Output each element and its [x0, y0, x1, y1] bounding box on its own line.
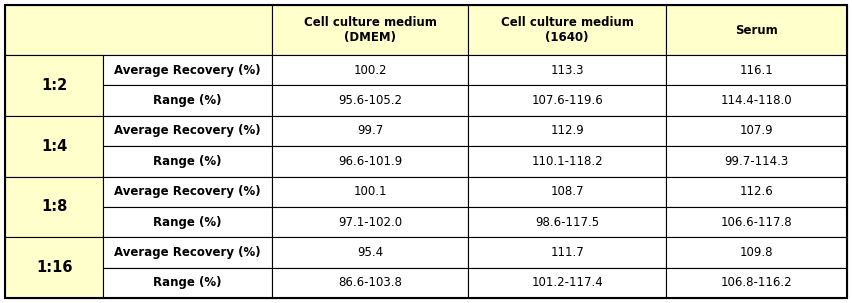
Bar: [5, 55, 103, 116]
Bar: [272, 116, 469, 146]
Text: 1:4: 1:4: [41, 139, 67, 154]
Bar: [103, 146, 272, 177]
Text: 116.1: 116.1: [740, 64, 774, 77]
Text: 106.8-116.2: 106.8-116.2: [721, 276, 792, 289]
Text: 110.1-118.2: 110.1-118.2: [532, 155, 603, 168]
Bar: [272, 5, 469, 55]
Text: Range (%): Range (%): [153, 155, 222, 168]
Bar: [272, 207, 469, 237]
Text: Average Recovery (%): Average Recovery (%): [114, 246, 261, 259]
Text: 101.2-117.4: 101.2-117.4: [532, 276, 603, 289]
Bar: [666, 55, 847, 85]
Text: 86.6-103.8: 86.6-103.8: [338, 276, 402, 289]
Text: 112.9: 112.9: [550, 125, 584, 138]
Text: 107.6-119.6: 107.6-119.6: [532, 94, 603, 107]
Text: Range (%): Range (%): [153, 276, 222, 289]
Text: Average Recovery (%): Average Recovery (%): [114, 125, 261, 138]
Bar: [272, 177, 469, 207]
Text: 112.6: 112.6: [740, 185, 774, 198]
Bar: [666, 116, 847, 146]
Text: 99.7: 99.7: [357, 125, 383, 138]
Bar: [469, 177, 666, 207]
Bar: [5, 237, 103, 298]
Bar: [666, 146, 847, 177]
Bar: [5, 116, 103, 177]
Bar: [666, 177, 847, 207]
Text: Cell culture medium
(DMEM): Cell culture medium (DMEM): [303, 16, 436, 44]
Text: 95.4: 95.4: [357, 246, 383, 259]
Text: Range (%): Range (%): [153, 94, 222, 107]
Text: 99.7-114.3: 99.7-114.3: [724, 155, 789, 168]
Text: Cell culture medium
(1640): Cell culture medium (1640): [501, 16, 634, 44]
Text: Average Recovery (%): Average Recovery (%): [114, 64, 261, 77]
Text: 1:8: 1:8: [41, 199, 67, 215]
Bar: [272, 237, 469, 268]
Text: 109.8: 109.8: [740, 246, 774, 259]
Bar: [469, 237, 666, 268]
Bar: [272, 146, 469, 177]
Bar: [103, 177, 272, 207]
Text: Range (%): Range (%): [153, 215, 222, 228]
Bar: [469, 146, 666, 177]
Bar: [5, 5, 272, 55]
Text: Average Recovery (%): Average Recovery (%): [114, 185, 261, 198]
Bar: [666, 5, 847, 55]
Text: 1:2: 1:2: [41, 78, 67, 93]
Text: 108.7: 108.7: [550, 185, 584, 198]
Text: Serum: Serum: [735, 24, 778, 36]
Bar: [103, 237, 272, 268]
Bar: [666, 85, 847, 116]
Text: 98.6-117.5: 98.6-117.5: [535, 215, 599, 228]
Bar: [103, 85, 272, 116]
Text: 106.6-117.8: 106.6-117.8: [721, 215, 792, 228]
Text: 113.3: 113.3: [550, 64, 584, 77]
Bar: [666, 268, 847, 298]
Bar: [666, 207, 847, 237]
Text: 100.2: 100.2: [354, 64, 387, 77]
Bar: [666, 237, 847, 268]
Bar: [272, 85, 469, 116]
Bar: [469, 207, 666, 237]
Bar: [469, 116, 666, 146]
Text: 111.7: 111.7: [550, 246, 584, 259]
Text: 95.6-105.2: 95.6-105.2: [338, 94, 402, 107]
Text: 1:16: 1:16: [36, 260, 72, 275]
Bar: [103, 55, 272, 85]
Text: 107.9: 107.9: [740, 125, 774, 138]
Bar: [469, 268, 666, 298]
Text: 100.1: 100.1: [354, 185, 387, 198]
Bar: [272, 55, 469, 85]
Bar: [103, 116, 272, 146]
Bar: [469, 5, 666, 55]
Bar: [469, 85, 666, 116]
Bar: [469, 55, 666, 85]
Bar: [103, 268, 272, 298]
Bar: [5, 177, 103, 237]
Text: 96.6-101.9: 96.6-101.9: [338, 155, 402, 168]
Text: 114.4-118.0: 114.4-118.0: [721, 94, 792, 107]
Bar: [272, 268, 469, 298]
Bar: [103, 207, 272, 237]
Text: 97.1-102.0: 97.1-102.0: [338, 215, 402, 228]
